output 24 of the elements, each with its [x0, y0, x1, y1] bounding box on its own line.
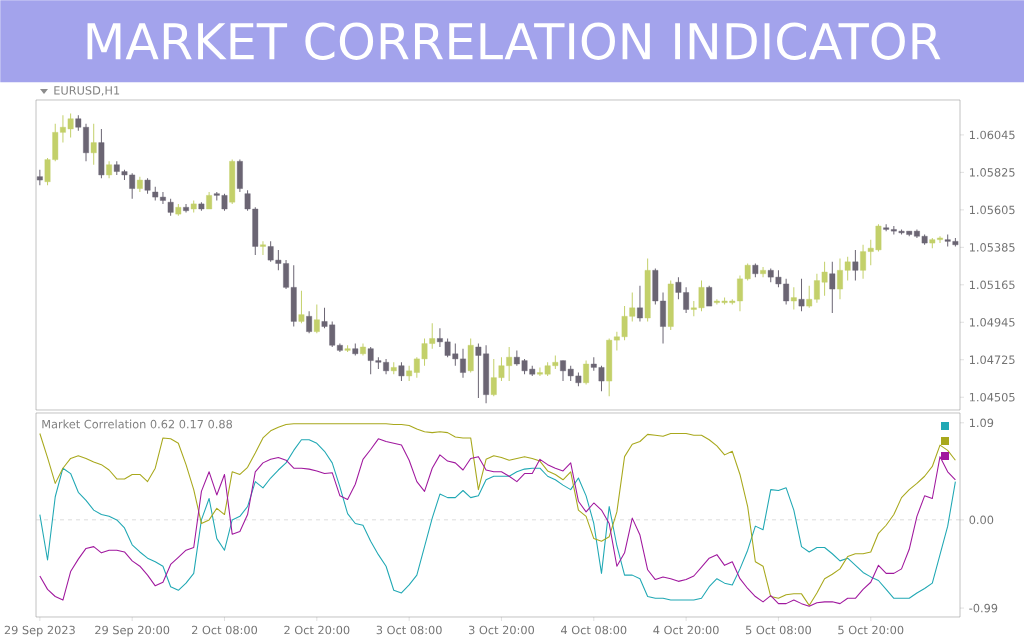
chart-title: MARKET CORRELATION INDICATOR [87, 22, 941, 60]
x-tick-label: 5 Oct 08:00 [745, 625, 812, 635]
y-tick-label: -0.99 [969, 603, 998, 613]
y-tick-label: 1.09 [969, 418, 994, 428]
x-tick-label: 4 Oct 08:00 [561, 625, 627, 635]
x-tick-label: 5 Oct 20:00 [838, 625, 904, 635]
y-tick-label: 1.05825 [969, 168, 1015, 177]
y-tick-label: 1.05605 [969, 205, 1015, 215]
y-tick-label: 1.04725 [969, 355, 1015, 365]
x-tick-label: 29 Sep 20:00 [95, 625, 170, 637]
x-tick-label: 2 Oct 08:00 [192, 625, 258, 635]
x-tick-label: 3 Oct 20:00 [468, 625, 535, 635]
x-tick-label: 2 Oct 20:00 [284, 625, 350, 635]
y-tick-label: 1.06045 [969, 130, 1015, 140]
y-tick-label: 1.04505 [969, 392, 1015, 402]
y-tick-label: 1.05165 [969, 280, 1015, 290]
y-tick-label: 1.04945 [969, 318, 1015, 327]
x-tick-label: 3 Oct 08:00 [376, 625, 442, 635]
y-tick-label: 0.00 [969, 515, 994, 525]
y-tick-label: 1.05385 [969, 243, 1015, 252]
chart-subtitle: EURUSD,H1 [54, 86, 120, 96]
chart-title: Market Correlation 0.62 0.17 0.88 [42, 419, 233, 429]
x-tick-label: 4 Oct 20:00 [653, 625, 719, 635]
x-tick-label: 29 Sep 2023 [4, 625, 75, 637]
